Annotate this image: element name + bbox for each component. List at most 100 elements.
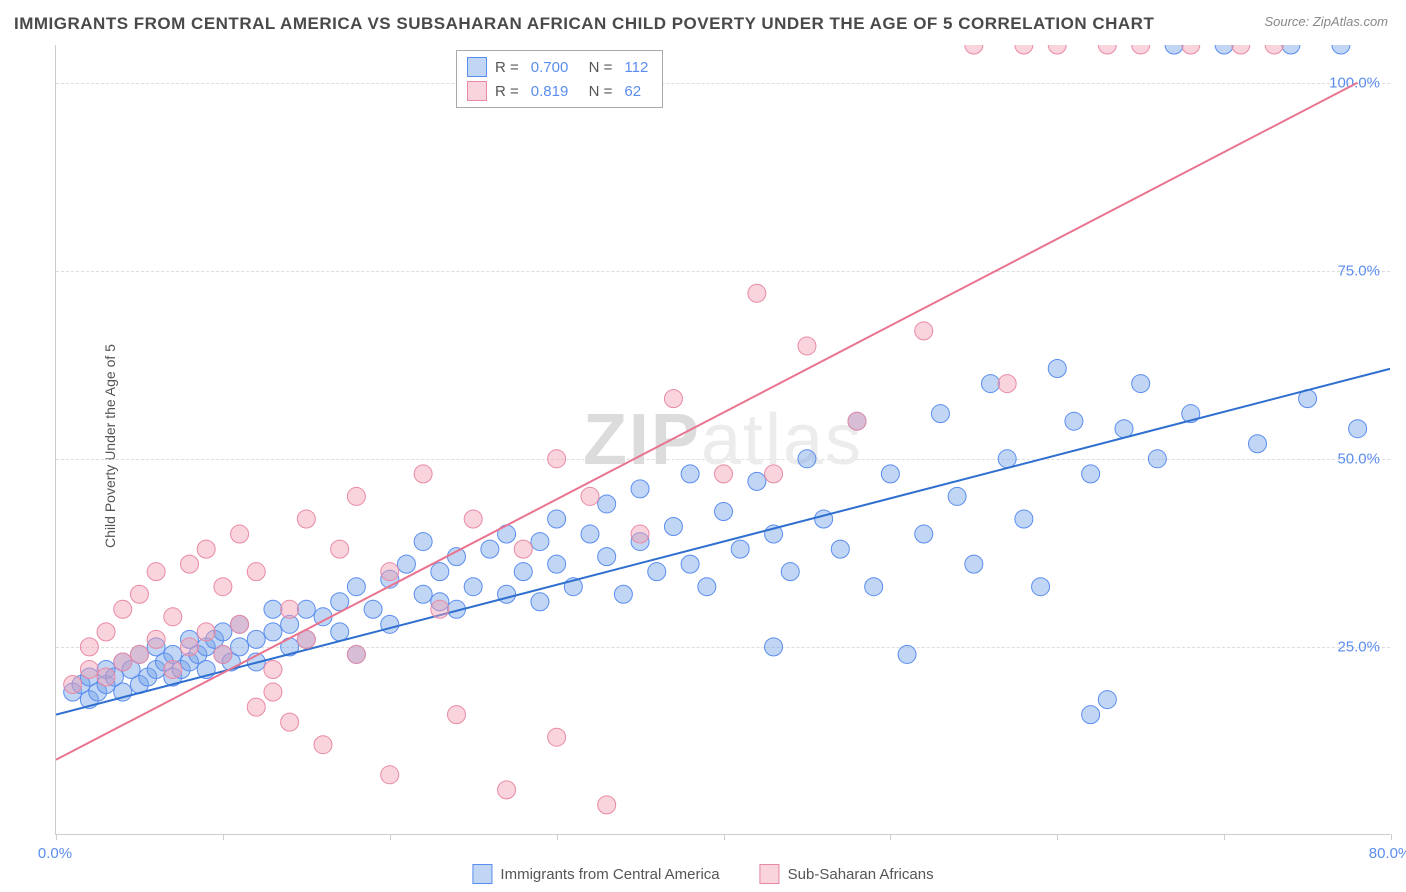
scatter-point: [347, 645, 365, 663]
x-tick: [890, 834, 891, 840]
chart-svg: [56, 45, 1390, 834]
stats-swatch-pink: [467, 81, 487, 101]
scatter-point: [748, 472, 766, 490]
scatter-point: [1249, 435, 1267, 453]
scatter-point: [815, 510, 833, 528]
scatter-point: [798, 337, 816, 355]
legend-item-blue: Immigrants from Central America: [472, 864, 719, 884]
scatter-point: [548, 728, 566, 746]
scatter-point: [297, 600, 315, 618]
scatter-point: [514, 563, 532, 581]
scatter-point: [664, 390, 682, 408]
stats-row-pink: R = 0.819 N = 62: [467, 79, 652, 103]
scatter-point: [865, 578, 883, 596]
scatter-point: [965, 555, 983, 573]
scatter-point: [1098, 691, 1116, 709]
x-tick: [1391, 834, 1392, 840]
scatter-point: [381, 766, 399, 784]
scatter-point: [97, 623, 115, 641]
scatter-point: [898, 645, 916, 663]
scatter-point: [448, 706, 466, 724]
legend-label-pink: Sub-Saharan Africans: [788, 866, 934, 883]
x-tick: [1224, 834, 1225, 840]
scatter-point: [464, 510, 482, 528]
scatter-point: [1132, 45, 1150, 54]
scatter-point: [648, 563, 666, 581]
scatter-point: [765, 465, 783, 483]
scatter-point: [748, 284, 766, 302]
scatter-point: [548, 450, 566, 468]
scatter-point: [114, 653, 132, 671]
scatter-point: [130, 645, 148, 663]
trend-line: [56, 83, 1358, 760]
scatter-point: [197, 623, 215, 641]
scatter-point: [297, 510, 315, 528]
scatter-point: [631, 480, 649, 498]
scatter-point: [1015, 45, 1033, 54]
scatter-point: [1349, 420, 1367, 438]
scatter-point: [798, 450, 816, 468]
scatter-point: [1332, 45, 1350, 54]
scatter-point: [715, 502, 733, 520]
scatter-point: [264, 660, 282, 678]
scatter-point: [1098, 45, 1116, 54]
legend-swatch-pink: [760, 864, 780, 884]
scatter-point: [181, 555, 199, 573]
scatter-point: [982, 375, 1000, 393]
scatter-point: [548, 555, 566, 573]
scatter-point: [264, 683, 282, 701]
scatter-point: [1282, 45, 1300, 54]
x-tick-label: 80.0%: [1369, 845, 1406, 862]
scatter-point: [681, 555, 699, 573]
scatter-point: [331, 623, 349, 641]
scatter-point: [347, 578, 365, 596]
scatter-point: [347, 487, 365, 505]
scatter-point: [247, 630, 265, 648]
scatter-point: [848, 412, 866, 430]
stats-n-label: N =: [580, 59, 612, 76]
scatter-point: [881, 465, 899, 483]
scatter-point: [1232, 45, 1250, 54]
scatter-point: [1115, 420, 1133, 438]
stats-n-blue: 112: [624, 59, 648, 76]
stats-n-pink: 62: [624, 83, 641, 100]
x-tick: [56, 834, 57, 840]
trend-line: [56, 369, 1390, 715]
scatter-point: [531, 593, 549, 611]
scatter-point: [264, 623, 282, 641]
scatter-point: [581, 525, 599, 543]
scatter-point: [1148, 450, 1166, 468]
scatter-point: [514, 540, 532, 558]
scatter-point: [464, 578, 482, 596]
scatter-point: [481, 540, 499, 558]
scatter-point: [414, 585, 432, 603]
scatter-point: [831, 540, 849, 558]
scatter-point: [598, 796, 616, 814]
scatter-point: [431, 600, 449, 618]
stats-r-pink: 0.819: [531, 83, 569, 100]
scatter-point: [781, 563, 799, 581]
scatter-point: [164, 608, 182, 626]
scatter-point: [264, 600, 282, 618]
scatter-point: [998, 450, 1016, 468]
scatter-point: [231, 638, 249, 656]
scatter-point: [581, 487, 599, 505]
scatter-point: [331, 540, 349, 558]
x-tick-label: 0.0%: [38, 845, 72, 862]
scatter-point: [1215, 45, 1233, 54]
scatter-point: [281, 600, 299, 618]
scatter-point: [1265, 45, 1283, 54]
stats-r-label: R =: [495, 83, 519, 100]
x-tick: [223, 834, 224, 840]
scatter-point: [614, 585, 632, 603]
scatter-point: [231, 525, 249, 543]
scatter-point: [1048, 45, 1066, 54]
x-tick: [390, 834, 391, 840]
scatter-point: [931, 405, 949, 423]
scatter-point: [765, 638, 783, 656]
stats-r-label: R =: [495, 59, 519, 76]
scatter-point: [231, 615, 249, 633]
scatter-point: [1082, 706, 1100, 724]
scatter-point: [715, 465, 733, 483]
x-tick: [1057, 834, 1058, 840]
